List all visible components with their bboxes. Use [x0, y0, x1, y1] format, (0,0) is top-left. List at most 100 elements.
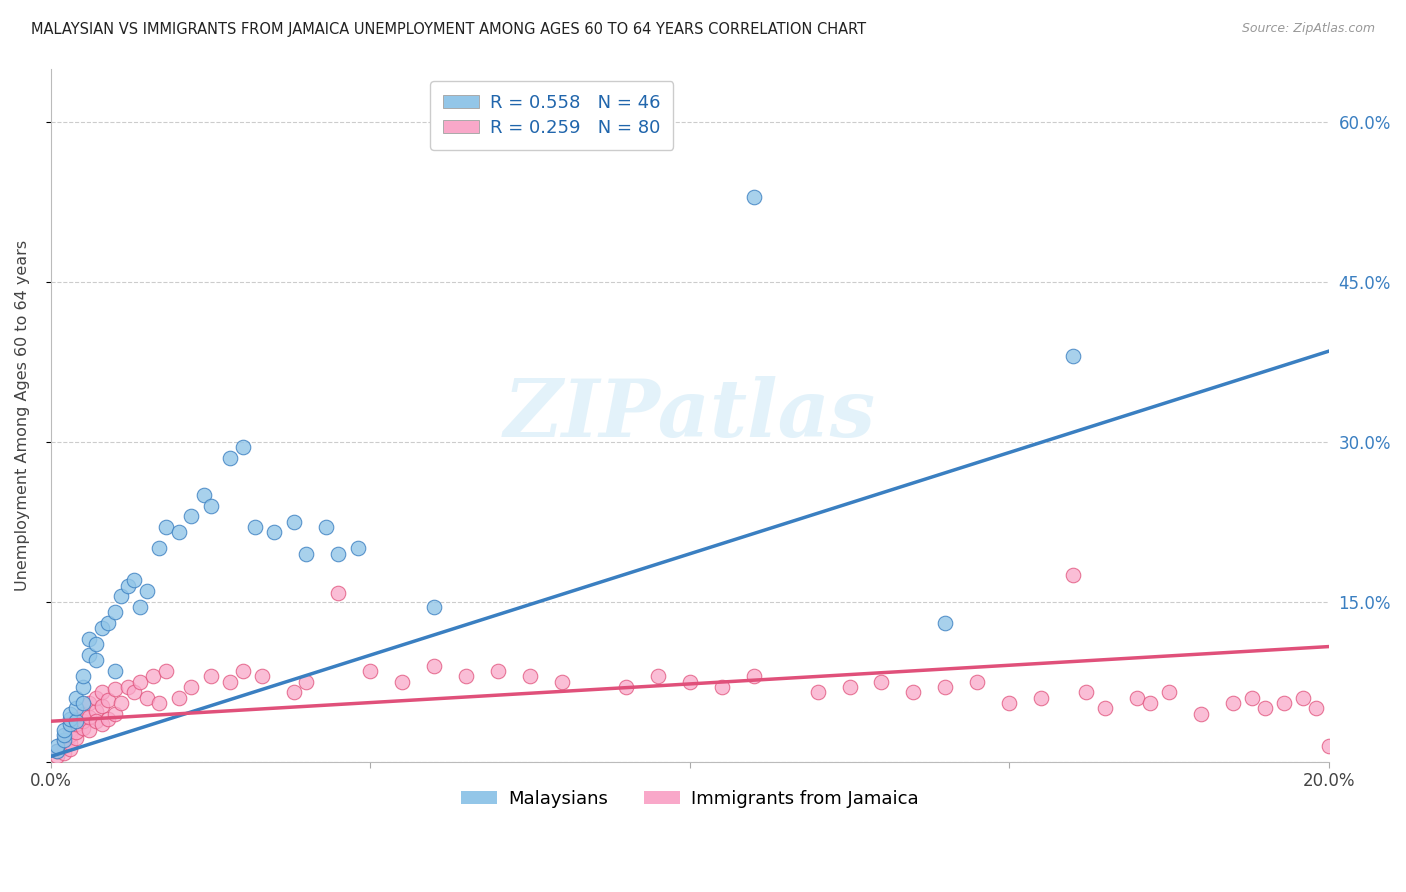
Point — [263, 525, 285, 540]
Point — [167, 690, 190, 705]
Point — [1292, 690, 1315, 705]
Point — [934, 616, 956, 631]
Point — [1062, 350, 1084, 364]
Point — [104, 706, 127, 721]
Point — [65, 725, 87, 739]
Point — [72, 680, 94, 694]
Point — [59, 706, 82, 721]
Point — [129, 600, 152, 615]
Point — [52, 723, 75, 737]
Point — [1189, 706, 1212, 721]
Point — [52, 739, 75, 753]
Point — [1317, 739, 1340, 753]
Point — [122, 685, 145, 699]
Point — [359, 664, 381, 678]
Point — [97, 616, 120, 631]
Point — [104, 682, 127, 697]
Point — [65, 701, 87, 715]
Point — [52, 728, 75, 742]
Point — [486, 664, 509, 678]
Point — [52, 746, 75, 760]
Point — [1062, 568, 1084, 582]
Point — [77, 710, 100, 724]
Point — [91, 717, 114, 731]
Point — [838, 680, 860, 694]
Point — [231, 440, 253, 454]
Point — [200, 499, 222, 513]
Point — [84, 690, 107, 705]
Point — [1094, 701, 1116, 715]
Point — [870, 674, 893, 689]
Point — [52, 733, 75, 747]
Point — [135, 690, 157, 705]
Point — [742, 669, 765, 683]
Point — [1254, 701, 1277, 715]
Point — [315, 520, 337, 534]
Point — [346, 541, 368, 556]
Point — [1241, 690, 1264, 705]
Point — [1305, 701, 1327, 715]
Point — [65, 731, 87, 746]
Point — [59, 728, 82, 742]
Point — [77, 632, 100, 647]
Point — [328, 547, 350, 561]
Point — [328, 586, 350, 600]
Point — [295, 547, 318, 561]
Point — [218, 674, 240, 689]
Point — [998, 696, 1021, 710]
Point — [59, 742, 82, 756]
Point — [148, 541, 170, 556]
Point — [155, 520, 177, 534]
Point — [966, 674, 988, 689]
Point — [117, 579, 139, 593]
Point — [91, 622, 114, 636]
Point — [807, 685, 830, 699]
Point — [59, 717, 82, 731]
Point — [77, 648, 100, 662]
Point — [283, 515, 305, 529]
Point — [65, 712, 87, 726]
Point — [456, 669, 478, 683]
Point — [1126, 690, 1149, 705]
Point — [84, 637, 107, 651]
Point — [84, 714, 107, 729]
Point — [77, 723, 100, 737]
Text: MALAYSIAN VS IMMIGRANTS FROM JAMAICA UNEMPLOYMENT AMONG AGES 60 TO 64 YEARS CORR: MALAYSIAN VS IMMIGRANTS FROM JAMAICA UNE… — [31, 22, 866, 37]
Point — [104, 664, 127, 678]
Point — [110, 696, 132, 710]
Point — [200, 669, 222, 683]
Point — [97, 693, 120, 707]
Point — [679, 674, 702, 689]
Point — [218, 450, 240, 465]
Point — [65, 690, 87, 705]
Point — [245, 520, 267, 534]
Point — [135, 584, 157, 599]
Point — [180, 680, 202, 694]
Point — [91, 685, 114, 699]
Point — [551, 674, 574, 689]
Point — [180, 509, 202, 524]
Point — [65, 717, 87, 731]
Point — [391, 674, 413, 689]
Point — [59, 735, 82, 749]
Point — [903, 685, 925, 699]
Text: ZIPatlas: ZIPatlas — [503, 376, 876, 454]
Point — [423, 600, 446, 615]
Point — [742, 189, 765, 203]
Point — [104, 606, 127, 620]
Point — [231, 664, 253, 678]
Point — [46, 744, 69, 758]
Point — [84, 653, 107, 667]
Point — [52, 733, 75, 747]
Point — [1074, 685, 1097, 699]
Point — [72, 696, 94, 710]
Point — [934, 680, 956, 694]
Point — [91, 699, 114, 714]
Point — [167, 525, 190, 540]
Point — [283, 685, 305, 699]
Point — [46, 744, 69, 758]
Point — [193, 488, 215, 502]
Point — [148, 696, 170, 710]
Point — [647, 669, 669, 683]
Point — [129, 674, 152, 689]
